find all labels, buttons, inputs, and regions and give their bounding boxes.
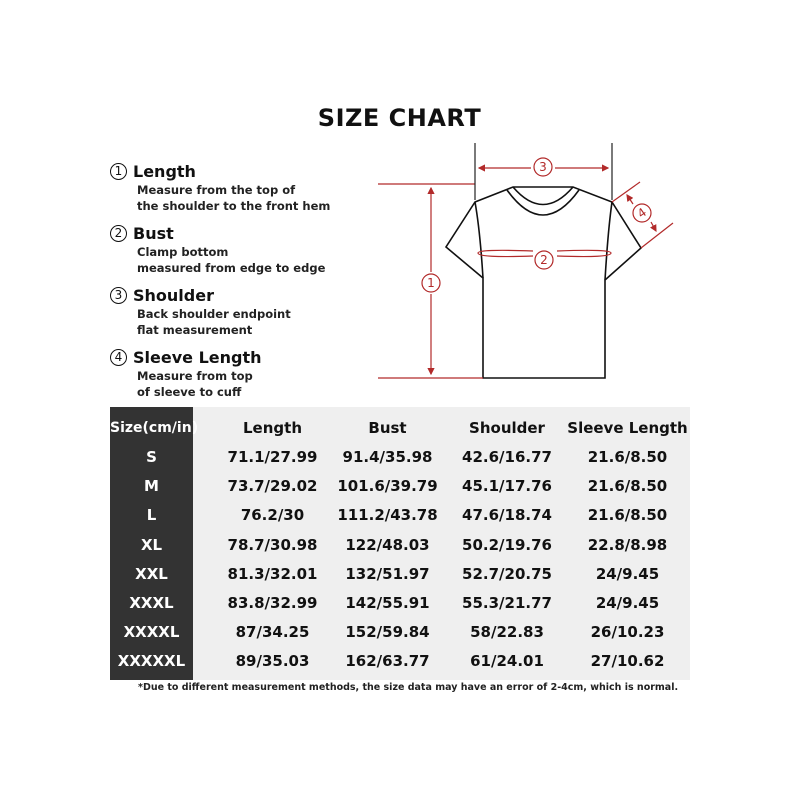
- size-label: L: [146, 506, 157, 525]
- sleeve-arrow-up: [626, 194, 634, 205]
- label-2-circle: [534, 250, 554, 270]
- size-label: S: [146, 448, 157, 466]
- measurement-heading: 3 Shoulder: [110, 284, 350, 306]
- table-cell: 101.6/39.79: [337, 477, 438, 496]
- table-cell: 73.7/29.02: [227, 477, 318, 496]
- page-title: SIZE CHART: [317, 104, 482, 132]
- description-line: Measure from top: [137, 369, 253, 383]
- bust-line-left: [477, 249, 534, 258]
- table-cell: 22.8/8.98: [587, 535, 668, 554]
- measurement-item: 1 Length Measure from the top of the should…: [110, 160, 350, 214]
- column-header: Shoulder: [469, 419, 545, 437]
- size-label: XXL: [135, 564, 168, 583]
- bust-line-right: [556, 249, 612, 258]
- table-cell: 78.7/30.98: [227, 535, 318, 554]
- measurement-heading: 1 Length: [110, 160, 350, 182]
- number-circle-icon: 2: [110, 224, 127, 242]
- table-cell: 21.6/8.50: [587, 448, 668, 466]
- label-3-circle: [533, 157, 553, 177]
- table-cell: 52.7/20.75: [462, 564, 552, 583]
- column-header: Size(cm/in): [110, 420, 199, 436]
- measurement-name: Bust: [133, 223, 174, 243]
- size-label: M: [144, 477, 159, 496]
- table-cell: 24/9.45: [595, 564, 660, 583]
- table-cell: 152/59.84: [345, 623, 430, 642]
- table-cell: 91.4/35.98: [342, 448, 433, 466]
- sleeve-arrow-down: [649, 221, 657, 233]
- measurement-heading: 4 Sleeve Length: [110, 346, 350, 368]
- table-cell: 83.8/32.99: [227, 594, 318, 612]
- label-4-circle: [632, 203, 652, 223]
- table-cell: 132/51.97: [345, 564, 430, 583]
- table-cell: 21.6/8.50: [587, 477, 668, 496]
- measurement-name: Shoulder: [133, 285, 214, 305]
- table-cell: 111.2/43.78: [337, 506, 438, 525]
- description-line: Measure from the top of: [137, 183, 296, 197]
- label-3: 3: [539, 160, 547, 174]
- table-cell: 27/10.62: [590, 652, 665, 671]
- number-circle-icon: 1: [110, 162, 127, 180]
- description-line: Back shoulder endpoint: [137, 307, 291, 321]
- measurement-description: Back shoulder endpoint flat measurement: [137, 306, 350, 338]
- label-1-circle: [421, 273, 441, 293]
- size-table: Size(cm/in) Length Bust Shoulder Sleeve Leng…: [110, 407, 690, 680]
- size-column-bg: [110, 407, 193, 680]
- measurement-description: Measure from top of sleeve to cuff: [137, 368, 350, 400]
- measurement-heading: 2 Bust: [110, 222, 350, 244]
- table-cell: 89/35.03: [235, 652, 310, 671]
- table-cell: 50.2/19.76: [462, 535, 552, 554]
- table-cell: 55.3/21.77: [462, 594, 552, 612]
- number-circle-icon: 3: [110, 286, 127, 304]
- size-label: XL: [140, 535, 163, 554]
- column-header: Length: [243, 419, 302, 437]
- description-line: the shoulder to the front hem: [137, 199, 331, 213]
- number-circle-icon: 4: [110, 348, 127, 366]
- table-cell: 162/63.77: [345, 652, 430, 671]
- measurement-name: Sleeve Length: [133, 347, 262, 367]
- footnote: *Due to different measurement methods, t…: [138, 682, 679, 693]
- tshirt-outline: [444, 186, 643, 379]
- table-cell: 47.6/18.74: [462, 506, 552, 525]
- table-cell: 21.6/8.50: [587, 506, 668, 525]
- measurement-description: Clamp bottom measured from edge to edge: [137, 244, 350, 276]
- measurement-item: 4 Sleeve Length Measure from top of sleeve …: [110, 346, 350, 400]
- measurement-name: Length: [133, 161, 196, 181]
- table-cell: 42.6/16.77: [462, 448, 552, 466]
- measurement-description: Measure from the top of the shoulder to t…: [137, 182, 350, 214]
- table-cell: 26/10.23: [590, 623, 665, 642]
- table-cell: 71.1/27.99: [227, 448, 318, 466]
- description-line: of sleeve to cuff: [137, 385, 242, 399]
- description-line: Clamp bottom: [137, 245, 229, 259]
- table-cell: 24/9.45: [595, 594, 660, 612]
- table-cell: 81.3/32.01: [227, 564, 318, 583]
- label-1: 1: [427, 276, 435, 290]
- description-line: measured from edge to edge: [137, 261, 326, 275]
- table-cell: 45.1/17.76: [462, 477, 552, 496]
- table-cell: 142/55.91: [345, 594, 430, 612]
- tshirt-diagram: 1 2 3 4: [378, 143, 674, 379]
- column-header: Bust: [368, 419, 407, 437]
- table-cell: 58/22.83: [470, 623, 544, 642]
- label-2: 2: [540, 253, 548, 267]
- measurement-item: 3 Shoulder Back shoulder endpoint flat meas…: [110, 284, 350, 338]
- table-cell: 76.2/30: [240, 506, 305, 525]
- description-line: flat measurement: [137, 323, 253, 337]
- size-label: XXXXXL: [117, 652, 186, 671]
- measurement-item: 2 Bust Clamp bottom measured from edge to e…: [110, 222, 350, 276]
- column-header: Sleeve Length: [567, 419, 688, 437]
- table-cell: 61/24.01: [470, 652, 544, 671]
- size-label: XXXL: [129, 594, 174, 612]
- size-label: XXXXL: [123, 623, 180, 642]
- table-cell: 122/48.03: [345, 535, 430, 554]
- table-cell: 87/34.25: [235, 623, 310, 642]
